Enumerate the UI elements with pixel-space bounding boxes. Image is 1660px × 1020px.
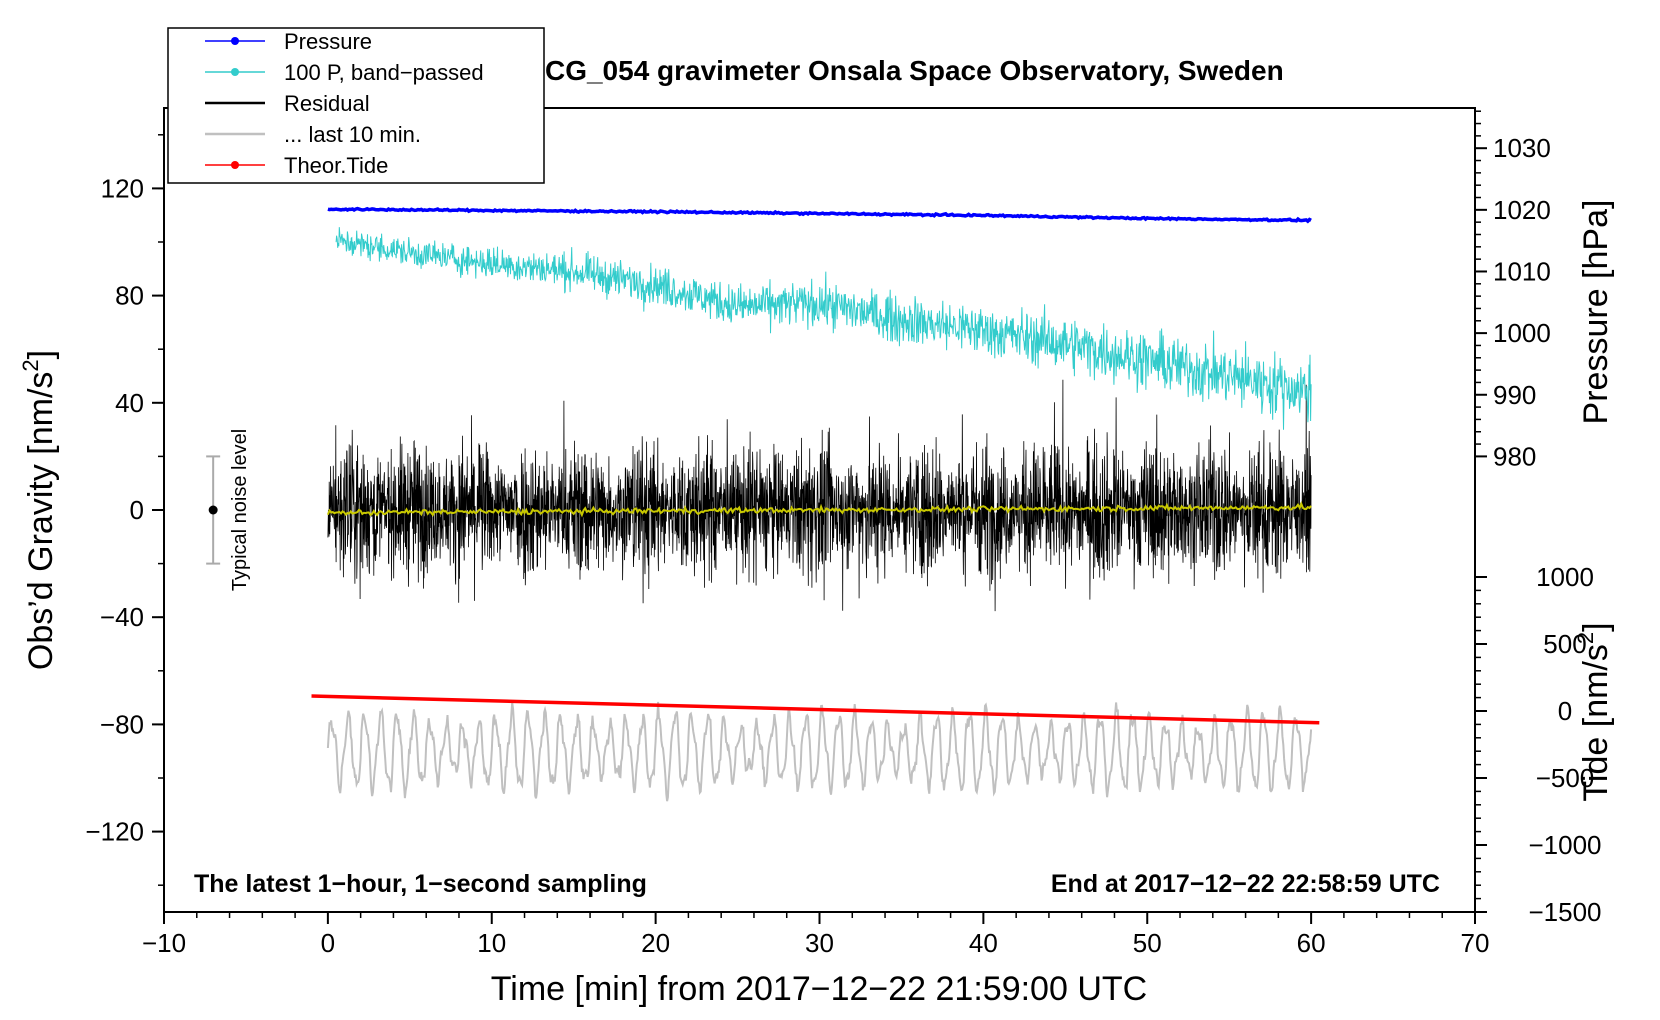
theoretical-tide-series [311, 694, 1320, 725]
pressure-series [327, 206, 1312, 224]
tide-tick-label: 1000 [1536, 562, 1594, 592]
x-tick-label: 0 [321, 928, 335, 958]
x-tick-label: 20 [641, 928, 670, 958]
pressure-axis-label: Pressure [hPa] [1577, 200, 1615, 425]
legend-box [167, 27, 545, 184]
x-tick-label: 40 [969, 928, 998, 958]
left-axis-ticks: −120 −80 −40 0 40 80 120 [85, 134, 164, 886]
legend-marker [231, 161, 239, 169]
left-tick-label: 40 [115, 388, 144, 418]
residual-smoothed-series [326, 501, 1312, 518]
tide-tick-label: 500 [1543, 629, 1586, 659]
left-axis-label-sup: 2 [18, 359, 43, 371]
chart-title: SCG_054 gravimeter Onsala Space Observat… [526, 55, 1283, 86]
legend-label: 100 P, band−passed [284, 60, 484, 85]
pressure-axis-ticks: 980 990 1000 1010 1020 1030 [1475, 110, 1551, 471]
x-axis-label: Time [min] from 2017−12−22 21:59:00 UTC [491, 970, 1147, 1008]
pressure-tick-label: 1010 [1493, 256, 1551, 286]
tide-tick-label: 0 [1558, 696, 1572, 726]
end-time-note: End at 2017−12−22 22:58:59 UTC [1051, 870, 1440, 898]
noise-level-bar [206, 455, 221, 565]
legend-label: ... last 10 min. [284, 122, 421, 147]
legend-label: Pressure [284, 29, 372, 54]
noise-bar-point [208, 505, 218, 515]
tide-axis-label-end: ] [1577, 622, 1615, 631]
pressure-tick-label: 1030 [1493, 133, 1551, 163]
residual-series [327, 379, 1312, 612]
x-tick-label: 30 [805, 928, 834, 958]
legend: Pressure 100 P, band−passed Residual ... la… [167, 27, 545, 184]
legend-marker [231, 68, 239, 76]
legend-label: Theor.Tide [284, 153, 388, 178]
legend-label: Residual [284, 91, 370, 116]
left-tick-label: −80 [100, 709, 144, 739]
left-tick-label: 80 [115, 281, 144, 311]
x-tick-label: 60 [1297, 928, 1326, 958]
x-tick-label: 10 [477, 928, 506, 958]
tide-tick-label: −1500 [1528, 897, 1601, 927]
x-tick-label: 70 [1461, 928, 1490, 958]
left-tick-label: −40 [100, 602, 144, 632]
left-tick-label: 0 [130, 495, 144, 525]
pressure-tick-label: 1000 [1493, 318, 1551, 348]
last-10-min-series [326, 701, 1313, 802]
tide-axis-label: Tide [nm/s2] [1573, 622, 1615, 801]
pressure-tick-label: 980 [1493, 441, 1536, 471]
tide-axis-label-text: Tide [nm/s [1577, 644, 1615, 801]
legend-entries: Pressure 100 P, band−passed Residual ... la… [205, 29, 484, 178]
x-tick-label: 50 [1133, 928, 1162, 958]
tide-tick-label: −500 [1536, 763, 1595, 793]
pressure-tick-label: 990 [1493, 380, 1536, 410]
x-tick-label: −10 [142, 928, 186, 958]
left-axis-label-end: ] [22, 350, 60, 359]
legend-marker [231, 37, 239, 45]
left-axis-label-text: Obs’d Gravity [nm/s [22, 372, 60, 671]
sampling-note: The latest 1−hour, 1−second sampling [194, 870, 647, 898]
left-axis-label: Obs’d Gravity [nm/s2] [18, 350, 60, 670]
x-axis-ticks: −10 0 10 20 30 40 50 60 70 [142, 912, 1490, 958]
noise-level-label: Typical noise level [229, 429, 251, 591]
tide-axis-ticks: −1500 −1000 −500 0 500 1000 [1475, 562, 1602, 927]
left-tick-label: −120 [85, 817, 144, 847]
tide-axis-label-sup: 2 [1573, 632, 1598, 644]
data-layer [311, 206, 1320, 802]
pressure-tick-label: 1020 [1493, 195, 1551, 225]
band-passed-series [335, 227, 1312, 430]
tide-tick-label: −1000 [1528, 830, 1601, 860]
left-tick-label: 120 [101, 173, 144, 203]
